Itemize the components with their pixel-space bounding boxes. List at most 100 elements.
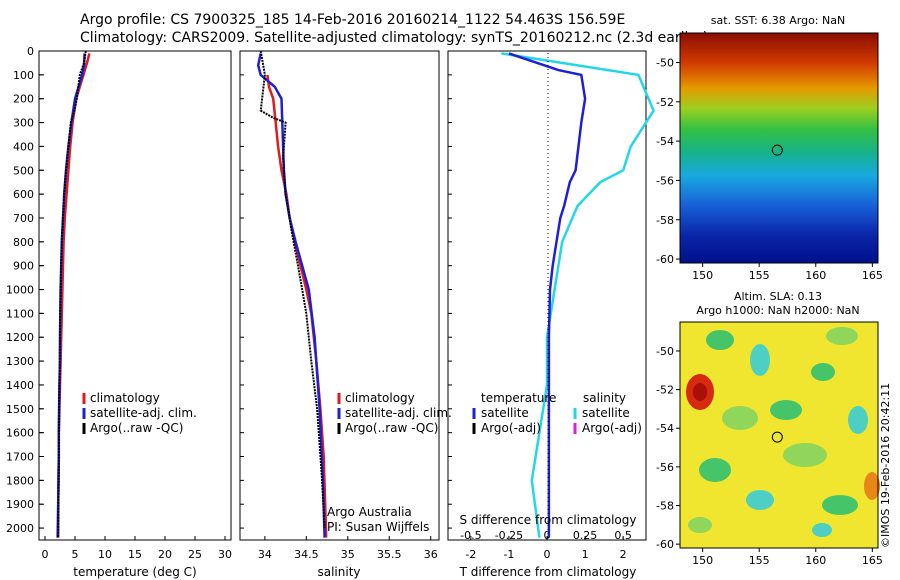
salinity-tick-label: 35.5	[377, 548, 402, 561]
map-lat-label: -60	[656, 538, 674, 551]
salinity-tick-label: 36	[424, 548, 438, 561]
map-lat-label: -50	[656, 56, 674, 69]
sla-map-frame	[679, 321, 879, 549]
s-difference-axis-label: S difference from climatology	[460, 513, 637, 527]
temperature-tick-label: 25	[188, 548, 202, 561]
sst-field	[680, 33, 878, 263]
sst-map-axes: 150 155 160 165 -50 -52 -54 -56 -58 -60	[656, 56, 883, 282]
map-lon-label: 155	[749, 554, 770, 567]
t-difference-tick-label: -1	[503, 548, 514, 561]
imos-credit: ©IMOS 19-Feb-2016 20:42:11	[879, 383, 892, 548]
sst-map-title: sat. SST: 6.38 Argo: NaN	[711, 14, 845, 27]
temperature-legend: climatology satellite-adj. clim. Argo(..…	[82, 391, 197, 435]
difference-panel-frame	[447, 50, 647, 541]
temperature-tick-label: 20	[158, 548, 172, 561]
depth-axis: 0 100 200 300 400 500 600 700 800 900 1000 1100 1200…	[6, 45, 452, 535]
s-difference-tick-label: 0.5	[614, 529, 632, 542]
map-lon-label: 165	[862, 269, 883, 282]
sla-map-subtitle: Argo h1000: NaN h2000: NaN	[696, 304, 859, 317]
series-argo-raw-qc-	[259, 50, 326, 529]
legend-climatology-label: climatology	[345, 391, 415, 405]
depth-tick-label: 700	[13, 212, 34, 225]
t-difference-axis-label: T difference from climatology	[459, 565, 637, 579]
depth-tick-label: 1900	[6, 498, 34, 511]
salinity-tick-label: 34.5	[294, 548, 319, 561]
legend-satellite-label: satellite-adj. clim.	[345, 406, 452, 420]
temperature-tick-label: 30	[218, 548, 232, 561]
map-lat-label: -50	[656, 345, 674, 358]
legend-temp-satellite-label: satellite	[481, 406, 529, 420]
sla-map	[679, 321, 880, 549]
sst-map-frame	[679, 32, 879, 264]
map-lat-label: -52	[656, 384, 674, 397]
depth-tick-label: 500	[13, 164, 34, 177]
depth-tick-label: 1200	[6, 331, 34, 344]
temperature-axis-label: temperature (deg C)	[73, 565, 196, 579]
map-lon-label: 160	[805, 554, 826, 567]
map-lon-label: 155	[749, 269, 770, 282]
salinity-tick-label: 35	[341, 548, 355, 561]
s-difference-tick-label: 0.25	[573, 529, 598, 542]
salinity-series	[256, 50, 328, 538]
difference-series	[501, 52, 656, 538]
pi-note: PI: Susan Wijffels	[327, 520, 429, 534]
legend-climatology-label: climatology	[90, 391, 160, 405]
temperature-tick-label: 5	[72, 548, 79, 561]
t-difference-tick-label: 2	[620, 548, 627, 561]
salinity-x-axis: 34 34.5 35 35.5 36	[258, 536, 438, 561]
series-climatology	[266, 74, 328, 538]
map-lon-label: 150	[692, 269, 713, 282]
series-temperature-satellite	[508, 52, 587, 538]
temperature-x-axis: 0 5 10 15 20 25 30	[42, 536, 232, 561]
temperature-panel-frame	[38, 50, 232, 541]
sla-map-axes: 150 155 160 165 -50 -52 -54 -56 -58 -60	[656, 345, 883, 567]
s-difference-tick-label: 0	[544, 529, 551, 542]
temperature-tick-label: 0	[42, 548, 49, 561]
series-argo-raw-qc-	[57, 50, 87, 538]
map-lat-label: -52	[656, 96, 674, 109]
legend-argo-label: Argo(..raw -QC)	[345, 421, 438, 435]
map-lat-label: -56	[656, 174, 674, 187]
map-lat-label: -58	[656, 214, 674, 227]
series-climatology	[56, 53, 91, 538]
difference-legend: temperature satellite Argo(-adj) salinit…	[472, 391, 642, 435]
salinity-panel-frame	[239, 50, 440, 541]
legend-argo-label: Argo(..raw -QC)	[90, 421, 183, 435]
map-lon-label: 150	[692, 554, 713, 567]
depth-tick-label: 1800	[6, 474, 34, 487]
sla-map-title: Altim. SLA: 0.13	[734, 290, 822, 303]
map-lat-label: -54	[656, 422, 674, 435]
header-subtitle: Climatology: CARS2009. Satellite-adjuste…	[80, 30, 708, 46]
temperature-tick-label: 15	[128, 548, 142, 561]
depth-tick-label: 2000	[6, 522, 34, 535]
depth-tick-label: 400	[13, 140, 34, 153]
legend-satellite-label: satellite-adj. clim.	[90, 406, 197, 420]
sst-profile-marker	[771, 144, 783, 156]
depth-tick-label: 200	[13, 93, 34, 106]
depth-tick-label: 1100	[6, 307, 34, 320]
map-lat-label: -60	[656, 253, 674, 266]
sst-map	[679, 32, 879, 264]
salinity-axis-label: salinity	[317, 565, 360, 579]
map-lon-label: 165	[862, 554, 883, 567]
depth-tick-label: 1500	[6, 403, 34, 416]
depth-tick-label: 600	[13, 188, 34, 201]
map-lat-label: -56	[656, 461, 674, 474]
map-lat-label: -58	[656, 500, 674, 513]
legend-sal-argo-label: Argo(-adj)	[582, 421, 642, 435]
depth-tick-label: 1400	[6, 379, 34, 392]
s-difference-tick-label: -0.25	[495, 529, 523, 542]
sla-profile-marker	[771, 431, 783, 443]
s-difference-tick-label: -0.5	[460, 529, 481, 542]
depth-tick-label: 1000	[6, 284, 34, 297]
t-difference-tick-label: 1	[582, 548, 589, 561]
depth-tick-label: 1600	[6, 427, 34, 440]
argo-australia-note: Argo Australia	[327, 505, 412, 519]
sla-field	[680, 322, 878, 548]
t-difference-tick-label: 0	[544, 548, 551, 561]
legend-salinity-heading: salinity	[583, 391, 626, 405]
map-lon-label: 160	[805, 269, 826, 282]
sla-anomaly-blobs	[686, 327, 880, 537]
legend-temperature-heading: temperature	[481, 391, 556, 405]
